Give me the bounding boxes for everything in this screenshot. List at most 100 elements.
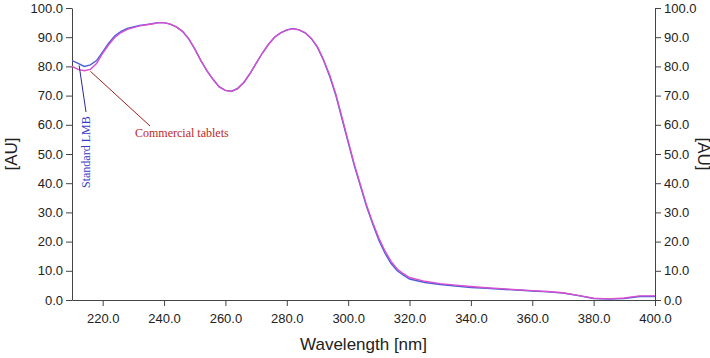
annotations: Standard LMB Commercial tablets — [79, 65, 229, 188]
tick-mark — [655, 183, 661, 184]
tick-mark — [471, 300, 472, 306]
tick-label: 20.0 — [38, 234, 63, 249]
tick: 50.0 — [655, 147, 689, 162]
tick: 40.0 — [38, 176, 72, 191]
xticks-axis: 220.0240.0260.0280.0300.0320.0340.0360.0… — [73, 300, 672, 326]
tick-mark — [66, 125, 72, 126]
tick-label: 100.0 — [664, 1, 697, 16]
tick-mark — [287, 300, 288, 306]
y2-axis-title: [AU] — [694, 137, 710, 170]
tick-mark — [655, 300, 661, 301]
tick: 60.0 — [38, 117, 72, 132]
tick-mark — [66, 66, 72, 67]
tick-mark — [655, 242, 661, 243]
tick-mark — [66, 271, 72, 272]
tick: 10.0 — [655, 263, 689, 278]
chart: 220.0240.0260.0280.0300.0320.0340.0360.0… — [0, 0, 710, 358]
tick-label: 340.0 — [455, 311, 488, 326]
tick-label: 300.0 — [332, 311, 365, 326]
annotation-arrow — [90, 71, 150, 126]
tick-label: 70.0 — [38, 88, 63, 103]
tick-mark — [532, 300, 533, 306]
tick: 100.0 — [655, 1, 697, 16]
tick-label: 80.0 — [664, 59, 689, 74]
tick-label: 0.0 — [45, 293, 63, 308]
tick-mark — [66, 300, 72, 301]
tick-label: 40.0 — [38, 176, 63, 191]
tick-mark — [655, 271, 661, 272]
tick-label: 320.0 — [394, 311, 427, 326]
tick-label: 20.0 — [664, 234, 689, 249]
tick: 10.0 — [38, 263, 72, 278]
tick: 60.0 — [655, 117, 689, 132]
tick-label: 70.0 — [664, 88, 689, 103]
tick-label: 260.0 — [210, 311, 243, 326]
tick-mark — [66, 183, 72, 184]
tick: 20.0 — [655, 234, 689, 249]
tick-label: 60.0 — [38, 117, 63, 132]
tick-mark — [66, 154, 72, 155]
tick-mark — [225, 300, 226, 306]
tick-mark — [655, 8, 661, 9]
tick: 70.0 — [38, 88, 72, 103]
tick: 30.0 — [655, 205, 689, 220]
tick-label: 240.0 — [148, 311, 181, 326]
tick-mark — [410, 300, 411, 306]
tick-label: 50.0 — [38, 147, 63, 162]
tick-mark — [655, 66, 661, 67]
tick: 30.0 — [38, 205, 72, 220]
tick: 80.0 — [38, 59, 72, 74]
tick-label: 30.0 — [664, 205, 689, 220]
tick-label: 400.0 — [639, 311, 672, 326]
tick: 90.0 — [38, 30, 72, 45]
tick-label: 30.0 — [38, 205, 63, 220]
tick: 300.0 — [332, 300, 365, 326]
series-label: Commercial tablets — [135, 126, 229, 140]
tick: 280.0 — [271, 300, 304, 326]
tick-mark — [103, 300, 104, 306]
tick-label: 90.0 — [664, 30, 689, 45]
series-line — [72, 23, 655, 299]
y2ticks-axis: 0.0 10.0 20.0 30.0 40.0 50.0 60.0 70.0 80.0 90.0 1… — [655, 1, 697, 308]
tick-mark — [655, 125, 661, 126]
tick-mark — [594, 300, 595, 306]
tick-label: 10.0 — [38, 263, 63, 278]
tick-mark — [66, 8, 72, 9]
tick-label: 80.0 — [38, 59, 63, 74]
tick: 380.0 — [578, 300, 611, 326]
tick-label: 360.0 — [516, 311, 549, 326]
tick: 320.0 — [394, 300, 427, 326]
axis-line — [73, 300, 656, 301]
tick-mark — [164, 300, 165, 306]
tick-mark — [348, 300, 349, 306]
tick: 40.0 — [655, 176, 689, 191]
yticks-axis: 0.0 10.0 20.0 30.0 40.0 50.0 60.0 70.0 80.0 90.0 1… — [30, 1, 72, 308]
tick: 360.0 — [516, 300, 549, 326]
tick: 50.0 — [38, 147, 72, 162]
x-axis-title: Wavelength [nm] — [300, 335, 427, 354]
y-axis-title: [AU] — [2, 137, 21, 170]
tick: 70.0 — [655, 88, 689, 103]
tick-label: 100.0 — [30, 1, 63, 16]
tick-mark — [66, 96, 72, 97]
tick: 90.0 — [655, 30, 689, 45]
tick: 240.0 — [148, 300, 181, 326]
tick-mark — [655, 212, 661, 213]
plot-area: 220.0240.0260.0280.0300.0320.0340.0360.0… — [30, 1, 696, 327]
annotation-arrow — [79, 65, 86, 112]
lines — [72, 23, 655, 300]
series-line — [72, 23, 655, 300]
tick: 80.0 — [655, 59, 689, 74]
tick-label: 0.0 — [664, 293, 682, 308]
tick: 0.0 — [655, 293, 682, 308]
tick-label: 40.0 — [664, 176, 689, 191]
tick-label: 10.0 — [664, 263, 689, 278]
tick: 0.0 — [45, 293, 72, 308]
tick: 100.0 — [30, 1, 72, 16]
tick-mark — [655, 96, 661, 97]
tick-mark — [66, 37, 72, 38]
tick-label: 60.0 — [664, 117, 689, 132]
tick-mark — [655, 154, 661, 155]
series-label: Standard LMB — [79, 116, 93, 188]
tick: 260.0 — [210, 300, 243, 326]
